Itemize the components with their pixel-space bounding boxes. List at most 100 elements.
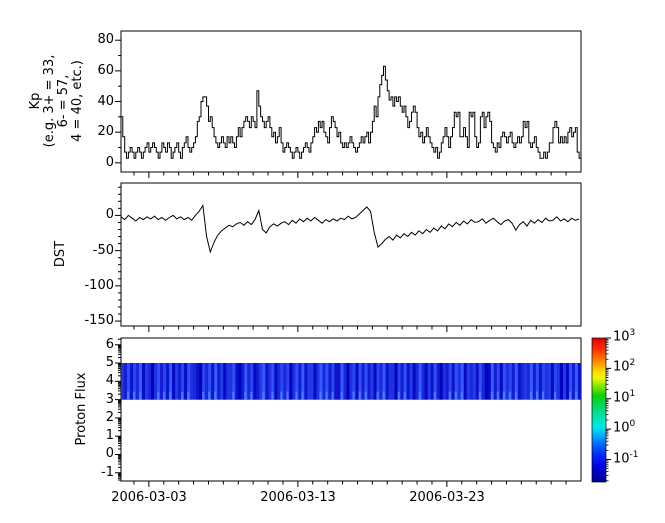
proton-flux-stripe-bright (502, 391, 505, 400)
y-tick-label: 4 (105, 373, 114, 389)
proton-flux-stripe-bright (163, 391, 166, 400)
proton-flux-stripe (418, 363, 422, 400)
y-tick-label: 6 (105, 336, 114, 352)
proton-flux-stripe-bright (139, 391, 142, 400)
proton-flux-stripe (283, 363, 287, 400)
proton-flux-stripe (514, 363, 519, 400)
dst-axis-label: DST (53, 240, 68, 268)
proton-flux-stripe (415, 363, 419, 400)
proton-flux-stripe (526, 363, 531, 400)
colorbar-tick-base: 10 (613, 450, 630, 466)
proton-flux-stripe-bright (433, 391, 436, 400)
colorbar-tick-exponent: 1 (629, 388, 636, 399)
proton-flux-stripe (202, 363, 206, 400)
proton-flux-stripe (301, 363, 305, 400)
x-tick-label: 2006-03-13 (260, 490, 336, 505)
colorbar-tick-exponent: 0 (629, 419, 636, 430)
proton-flux-stripe (460, 363, 465, 400)
proton-flux-stripe (427, 363, 431, 400)
proton-flux-stripe (493, 363, 498, 400)
proton-flux-stripe (172, 363, 176, 400)
proton-flux-stripe (319, 363, 323, 400)
proton-flux-stripe (229, 363, 233, 400)
proton-flux-stripe (304, 363, 308, 400)
proton-flux-stripe-bright (127, 391, 130, 400)
proton-flux-stripe (256, 363, 260, 400)
proton-flux-stripe (361, 363, 365, 400)
proton-flux-stripe (148, 363, 152, 400)
proton-flux-stripe (154, 363, 158, 400)
proton-flux-stripe (457, 363, 462, 400)
proton-flux-stripe (571, 363, 576, 400)
proton-flux-stripe (121, 363, 125, 400)
proton-flux-stripe (352, 363, 356, 400)
proton-flux-stripe (124, 363, 128, 400)
x-tick-label: 2006-03-03 (111, 490, 187, 505)
proton-flux-stripe (547, 363, 552, 400)
proton-flux-stripe-bright (376, 391, 379, 400)
proton-flux-stripe (286, 363, 290, 400)
proton-flux-stripe (295, 363, 299, 400)
proton-flux-stripe-bright (301, 391, 304, 400)
proton-flux-stripe (448, 363, 453, 400)
proton-flux-stripe (289, 363, 293, 400)
dst-series-line (121, 204, 580, 254)
proton-flux-stripe-bright (202, 391, 205, 400)
proton-flux-stripe (511, 363, 516, 400)
proton-flux-stripe-bright (418, 391, 421, 400)
proton-flux-stripe (169, 363, 173, 400)
proton-flux-stripe (436, 363, 440, 400)
proton-flux-stripe-bright (448, 391, 451, 400)
proton-flux-stripe (157, 363, 161, 400)
proton-flux-stripe (322, 363, 326, 400)
proton-flux-stripe (355, 363, 359, 400)
proton-flux-stripe (430, 363, 434, 400)
proton-flux-stripe-bright (232, 391, 235, 400)
proton-flux-stripe (337, 363, 341, 400)
proton-flux-stripe (163, 363, 167, 400)
proton-flux-stripe-bright (295, 391, 298, 400)
proton-flux-stripe (463, 363, 468, 400)
proton-flux-stripe (247, 363, 251, 400)
proton-flux-stripe (298, 363, 302, 400)
proton-flux-stripe (529, 363, 534, 400)
proton-flux-stripe (400, 363, 404, 400)
proton-flux-stripe (496, 363, 501, 400)
proton-flux-stripe (253, 363, 257, 400)
y-tick-label: 5 (105, 355, 114, 371)
proton-flux-stripe (508, 363, 513, 400)
proton-flux-band (121, 363, 581, 400)
proton-flux-stripe (574, 363, 579, 400)
proton-flux-stripe (445, 363, 450, 400)
proton-flux-stripe-bright (358, 391, 361, 400)
proton-flux-stripe (127, 363, 131, 400)
proton-flux-stripe (211, 363, 215, 400)
proton-flux-stripe (550, 363, 555, 400)
proton-flux-stripe-bright (352, 391, 355, 400)
proton-flux-stripe-bright (514, 391, 517, 400)
proton-flux-stripe (274, 363, 278, 400)
proton-flux-stripe (238, 363, 242, 400)
proton-flux-stripe-bright (157, 391, 160, 400)
proton-flux-stripe (412, 363, 416, 400)
proton-flux-stripe (358, 363, 362, 400)
proton-flux-stripe (556, 363, 561, 400)
proton-flux-stripe-bright (364, 391, 367, 400)
proton-flux-stripe-bright (325, 391, 328, 400)
proton-flux-stripe (517, 363, 522, 400)
proton-flux-stripe (313, 363, 317, 400)
proton-flux-stripe-bright (208, 391, 211, 400)
proton-flux-stripe (184, 363, 188, 400)
proton-flux-stripe (262, 363, 266, 400)
proton-flux-stripe-bright (319, 391, 322, 400)
proton-flux-stripe-bright (271, 391, 274, 400)
proton-flux-stripe (208, 363, 212, 400)
x-tick-label: 2006-03-23 (409, 490, 485, 505)
proton-flux-stripe (364, 363, 368, 400)
proton-flux-stripe (307, 363, 311, 400)
y-tick-label: -150 (84, 313, 114, 329)
proton-flux-stripe (478, 363, 483, 400)
proton-flux-stripe (196, 363, 200, 400)
proton-flux-stripe (136, 363, 140, 400)
proton-flux-stripe (139, 363, 143, 400)
